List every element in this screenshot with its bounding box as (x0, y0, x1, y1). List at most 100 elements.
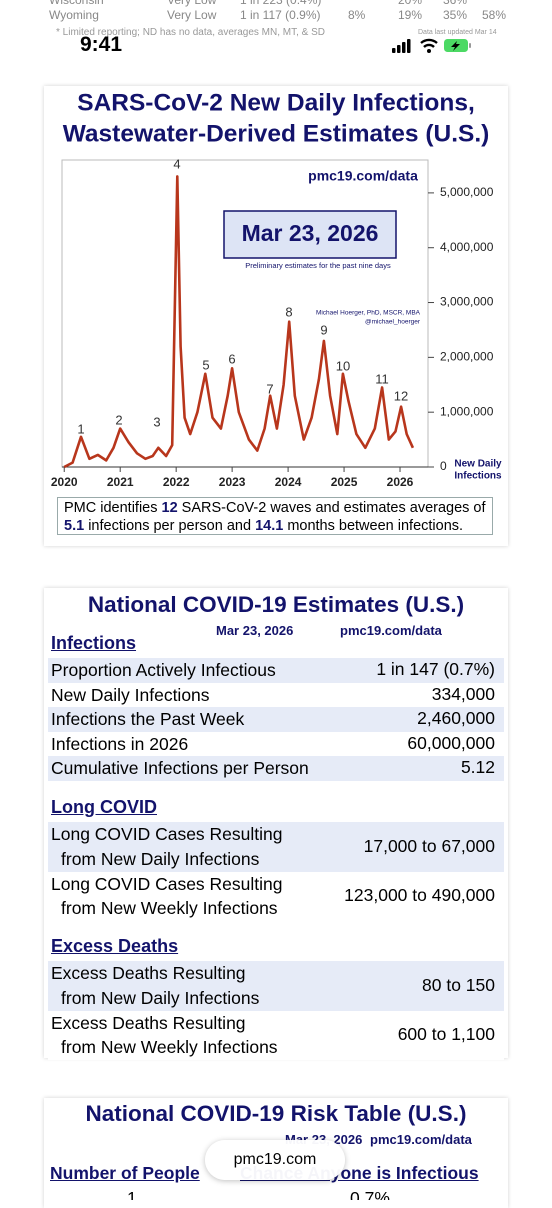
url-bar[interactable]: pmc19.com (205, 1140, 345, 1180)
date: Mar 23, 2026 (242, 220, 379, 246)
table-cell: 58% (482, 8, 507, 22)
table-cell: 1 (127, 1188, 137, 1200)
section-heading: Excess Deaths (51, 936, 179, 956)
column-header: Number of People (50, 1163, 200, 1183)
caption-value: 5.1 (64, 518, 85, 534)
chart-title: Wastewater-Derived Estimates (U.S.) (63, 120, 490, 147)
table-row (48, 1010, 504, 1060)
table-cell: Very Low (167, 0, 217, 7)
wave-label: 11 (375, 371, 389, 386)
table-cell: Wisconsin (49, 0, 104, 7)
row-value: 60,000,000 (407, 732, 495, 753)
y-axis-label: New Daily (454, 459, 502, 470)
x-tick-label: 2021 (107, 475, 134, 489)
wave-label: 12 (394, 388, 408, 403)
x-tick-label: 2024 (275, 475, 302, 489)
date-box (223, 210, 397, 259)
y-tick-label: 2,000,000 (440, 350, 494, 364)
row-value: 334,000 (431, 683, 495, 704)
row-label: Excess Deaths Resulting (51, 963, 246, 983)
updated-note: Data last updated Mar 14 (418, 29, 497, 36)
caption-text: infections per person and (84, 518, 256, 534)
table-row (48, 731, 504, 756)
x-tick-label: 2026 (387, 475, 414, 489)
table-row (48, 756, 504, 781)
chart-caption: PMC identifies 12 SARS-CoV-2 waves and e… (57, 497, 493, 535)
x-tick-label: 2025 (331, 475, 358, 489)
section-heading: Infections (51, 633, 137, 653)
credit: @michael_hoerger (365, 319, 421, 326)
clock: 9:41 (80, 33, 123, 56)
row-label: Long COVID Cases Resulting (51, 824, 283, 844)
table-cell: 19% (398, 8, 423, 22)
series-line (63, 175, 415, 469)
table-row (48, 682, 504, 707)
table-date: Mar 23, 2026 (216, 623, 294, 638)
y-axis-label: Infections (454, 471, 502, 482)
wave-label: 9 (320, 322, 327, 337)
wave-label: 5 (202, 357, 209, 372)
wave-label: 3 (153, 414, 160, 429)
date-note: Preliminary estimates for the past nine … (245, 261, 391, 270)
wave-label: 6 (228, 351, 235, 366)
row-label: New Daily Infections (51, 684, 210, 705)
row-value: 123,000 to 490,000 (344, 885, 495, 906)
status-icons (392, 38, 471, 53)
table-cell: 0.7% (350, 1188, 390, 1200)
row-label: from New Weekly Infections (61, 1037, 278, 1057)
caption-text: months between infections. (283, 518, 464, 534)
table-row (48, 707, 504, 732)
row-value: 1 in 147 (0.7%) (376, 659, 495, 680)
x-tick-label: 2020 (51, 475, 78, 489)
table-row (48, 658, 504, 683)
table-cell: Very Low (167, 8, 217, 22)
table-row (48, 822, 504, 872)
row-label: from New Weekly Infections (61, 898, 278, 918)
section-heading: Long COVID (51, 797, 157, 817)
table-source: pmc19.com/data (370, 1132, 472, 1147)
row-label: Infections the Past Week (51, 709, 245, 729)
wave-label: 10 (336, 358, 350, 373)
row-value: 17,000 to 67,000 (363, 835, 495, 856)
table-cell: 36% (443, 0, 468, 7)
table-title: National COVID-19 Estimates (U.S.) (87, 592, 465, 617)
x-tick-label: 2023 (219, 475, 246, 489)
caption-value: 12 (161, 500, 178, 516)
row-label: from New Daily Infections (61, 987, 260, 1008)
y-tick-label: 5,000,000 (440, 185, 494, 199)
row-value: 5.12 (460, 757, 495, 778)
table-row (48, 871, 504, 921)
wave-label: 4 (173, 156, 180, 171)
source: pmc19.com/data (308, 168, 418, 184)
chart-title: SARS-CoV-2 New Daily Infections, (77, 89, 475, 116)
row-label: Cumulative Infections per Person (51, 758, 309, 778)
row-label: Long COVID Cases Resulting (51, 873, 283, 894)
table-cell: Wyoming (49, 8, 99, 22)
x-tick-label: 2022 (163, 475, 190, 489)
table-row (48, 961, 504, 1011)
table-cell: 1 in 117 (0.9%) (240, 8, 321, 22)
row-label: Infections in 2026 (51, 733, 189, 754)
status-bar: 9:41 (0, 28, 552, 64)
caption-value: 14.1 (255, 518, 284, 534)
row-label: Excess Deaths Resulting (51, 1012, 246, 1033)
table-source: pmc19.com/data (340, 623, 442, 638)
footnote: * Limited reporting; ND has no data, ave… (56, 27, 326, 38)
row-label: from New Daily Infections (61, 848, 260, 869)
y-tick-label: 4,000,000 (440, 240, 494, 254)
row-value: 80 to 150 (422, 974, 495, 995)
estimates-table: National COVID-19 Estimates (U.S.) Mar 23… (48, 592, 504, 1060)
y-tick-label: 1,000,000 (440, 404, 494, 418)
wave-label: 8 (285, 304, 292, 319)
credit: Michael Hoerger, PhD, MSCR, MBA (316, 310, 421, 317)
chart: SARS-CoV-2 New Daily Infections, Wastewat… (51, 89, 502, 489)
table-cell: 8% (348, 8, 366, 22)
wave-label: 2 (115, 412, 122, 427)
table-cell: 35% (443, 8, 468, 22)
row-value: 600 to 1,100 (397, 1024, 495, 1045)
table-cell: 20% (398, 0, 423, 7)
wave-label: 1 (77, 421, 84, 436)
caption-text: SARS-CoV-2 waves and estimates averages … (177, 500, 486, 516)
wave-label: 7 (266, 381, 273, 396)
